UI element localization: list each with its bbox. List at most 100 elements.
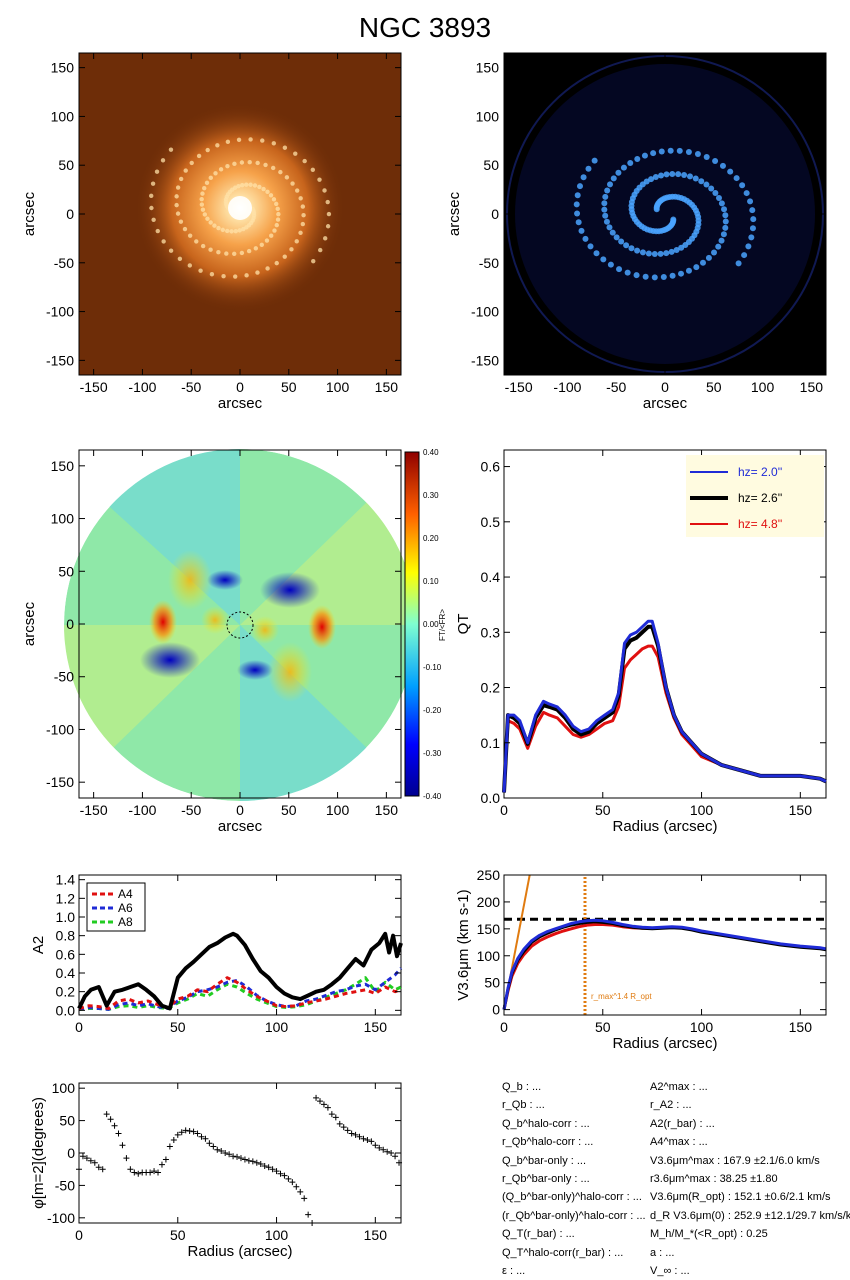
residual-ytick-label: 50 — [483, 157, 499, 173]
colorbar-tick-label: -0.30 — [423, 749, 442, 758]
spiral-knot — [252, 183, 258, 188]
spiral-knot — [151, 217, 156, 223]
phase-point — [99, 1166, 106, 1173]
phase-point — [155, 1169, 162, 1176]
optical-xtick-label: -50 — [181, 379, 201, 395]
phase-point — [206, 1140, 213, 1147]
phase-point — [336, 1120, 343, 1127]
spiral-knot — [200, 243, 206, 249]
qt-xtick-label: 150 — [789, 802, 813, 818]
optical-xtick-label: 100 — [326, 379, 350, 395]
parameter-table: Q_b : ... r_Qb : ... Q_b^halo-corr : ... r_… — [502, 1078, 850, 1277]
phase-point — [91, 1159, 98, 1166]
residual-xlabel: arcsec — [643, 395, 688, 412]
residual-arm-knot — [580, 174, 587, 181]
force-xtick-label: -150 — [80, 802, 108, 818]
residual-arm-knot — [634, 247, 641, 254]
residual-arm-knot — [705, 254, 712, 261]
rotation-ytick-label: 0 — [492, 1002, 500, 1018]
phase-xlabel: Radius (arcsec) — [187, 1243, 292, 1260]
residual-arm-knot — [623, 242, 630, 249]
param-row: a : ... — [650, 1246, 675, 1259]
qt-legend: hz= 2.0'' hz= 2.6'' hz= 4.8'' — [686, 455, 824, 537]
param-row: M_h/M_*(<R_opt) : 0.25 — [650, 1228, 768, 1241]
spiral-knot — [322, 188, 327, 193]
residual-xtick-label: -150 — [505, 379, 533, 395]
colorbar-tick-label: 0.40 — [423, 448, 439, 457]
spiral-knot — [271, 197, 277, 202]
colorbar-tick-label: 0.20 — [423, 534, 439, 543]
spiral-knot — [175, 211, 181, 216]
colorbar-tick-label: -0.40 — [423, 792, 442, 801]
spiral-knot — [236, 184, 241, 189]
force-ytick-label: 150 — [51, 458, 75, 474]
residual-arm-knot — [657, 250, 664, 257]
spiral-knot — [318, 247, 323, 253]
param-row: A4^max : ... — [650, 1136, 708, 1149]
residual-arm-knot — [574, 192, 581, 199]
residual-arm-knot — [685, 267, 692, 274]
residual-arm-knot — [610, 175, 617, 182]
residual-arm-knot — [720, 231, 727, 238]
phase-point — [273, 1168, 280, 1175]
optical-ytick-label: -50 — [54, 255, 74, 271]
residual-arm-knot — [676, 147, 683, 154]
spiral-knot — [270, 165, 276, 171]
spiral-knot — [236, 137, 242, 143]
galaxy-nucleus — [228, 196, 252, 220]
residual-arm-knot — [722, 218, 729, 225]
force-positive-lobe — [308, 605, 336, 649]
phase-point — [162, 1156, 169, 1163]
residual-arm-knot — [643, 178, 650, 185]
param-row: r_A2 : ... — [650, 1099, 692, 1112]
phase-point — [127, 1166, 134, 1173]
spiral-knot — [261, 186, 266, 192]
spiral-knot — [208, 247, 213, 252]
residual-arm-knot — [609, 229, 616, 236]
colorbar-tick-label: -0.20 — [423, 706, 442, 715]
fourier-legend-label: A8 — [118, 915, 133, 929]
residual-arm-knot — [715, 243, 722, 250]
qt-ytick-label: 0.0 — [481, 790, 501, 806]
spiral-knot — [182, 226, 188, 232]
fourier-ytick-label: 1.2 — [56, 890, 76, 906]
phase-point — [380, 1146, 387, 1153]
phase-point — [237, 1155, 244, 1162]
residual-arm-knot — [694, 151, 701, 158]
residual-arm-knot — [576, 183, 583, 190]
force-map-panel: -150 -100 -50 0 50 100 150 150 100 50 0 -50 -100 -150… — [21, 448, 447, 835]
residual-arm-knot — [658, 148, 665, 155]
phase-point — [131, 1169, 138, 1176]
residual-arm-knot — [749, 225, 756, 232]
phase-frame — [78, 1082, 402, 1224]
spiral-knot — [244, 182, 249, 187]
fourier-xtick-label: 50 — [170, 1019, 186, 1035]
residual-arm-knot — [747, 198, 754, 205]
phase-point — [210, 1143, 217, 1150]
spiral-knot — [232, 161, 237, 167]
spiral-knot — [255, 160, 260, 166]
param-row: r_Qb^halo-corr : ... — [502, 1136, 594, 1149]
phase-point — [372, 1142, 379, 1149]
spiral-knot — [194, 239, 199, 244]
spiral-knot — [271, 141, 277, 146]
residual-xtick-label: -50 — [606, 379, 626, 395]
spiral-knot — [168, 248, 174, 253]
qt-legend-label: hz= 4.8'' — [738, 517, 782, 531]
spiral-knot — [174, 202, 179, 208]
residual-arm-knot — [700, 259, 707, 266]
phase-point — [234, 1153, 241, 1160]
phase-point — [174, 1131, 181, 1138]
param-row: A2(r_bar) : ... — [650, 1117, 715, 1130]
residual-arm-knot — [593, 250, 600, 257]
spiral-knot — [317, 177, 322, 182]
phase-ytick-label: -50 — [55, 1177, 75, 1193]
spiral-knot — [310, 167, 316, 172]
force-positive-lobe — [268, 642, 312, 702]
phase-ylabel: φ[m=2](degrees) — [30, 1097, 47, 1209]
spiral-knot — [212, 223, 217, 228]
residual-arm-knot — [685, 148, 692, 155]
phase-point — [178, 1129, 185, 1136]
residual-ytick-label: -100 — [471, 304, 499, 320]
residual-arm-knot — [641, 152, 648, 159]
